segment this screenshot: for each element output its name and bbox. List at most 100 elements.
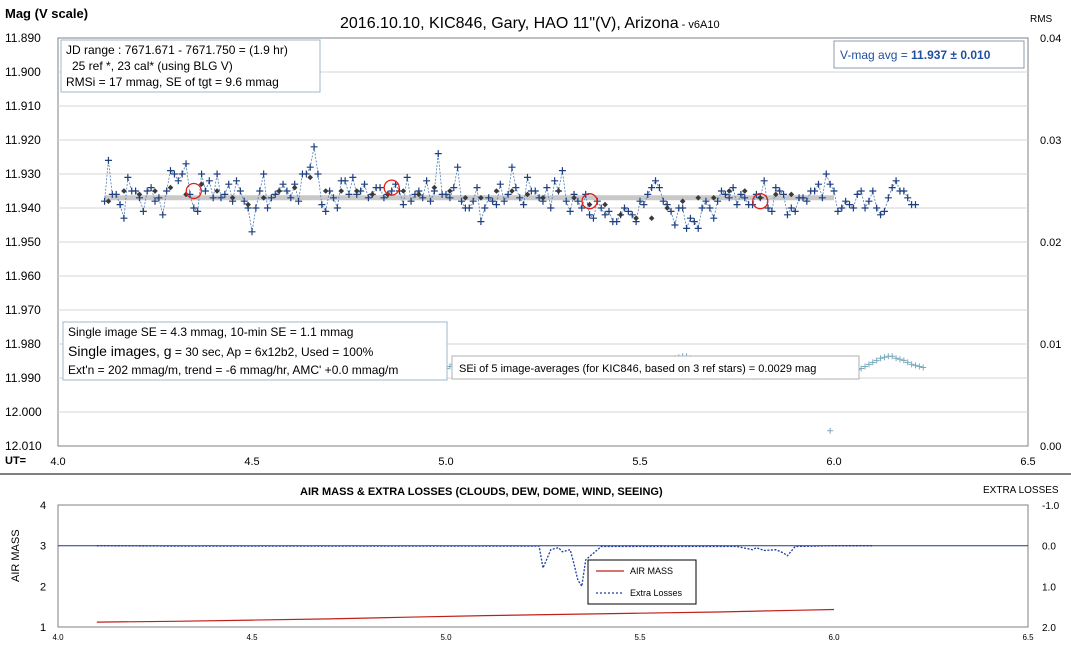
single-image-point <box>690 218 698 226</box>
chart-title: 2016.10.10, KIC846, Gary, HAO 11"(V), Ar… <box>340 15 720 32</box>
bottom-y2-tick-label: 1.0 <box>1042 582 1056 593</box>
single-image-point <box>717 187 725 195</box>
single-image-point <box>492 201 500 209</box>
single-image-point <box>434 150 442 158</box>
rms-point <box>904 359 911 366</box>
single-image-point <box>799 194 807 202</box>
vmag-value: 11.937 <box>911 48 947 62</box>
single-image-point <box>419 194 427 202</box>
single-image-point <box>318 201 326 209</box>
bottom-x-tick-label: 4.0 <box>52 633 64 642</box>
y2-tick-label: 0.01 <box>1040 339 1061 351</box>
rms-point <box>920 364 927 371</box>
single-image-point <box>271 190 279 198</box>
single-image-point <box>458 197 466 205</box>
single-image-point <box>481 204 489 212</box>
average-point <box>617 212 624 218</box>
single-image-point <box>170 170 178 178</box>
bottom-y-tick-label: 1 <box>40 622 46 634</box>
rms-point <box>881 354 888 361</box>
average-point <box>307 174 313 181</box>
single-image-point <box>702 197 710 205</box>
y2-axis-label: RMS <box>1030 14 1053 25</box>
y-tick-label: 11.900 <box>5 65 41 79</box>
rms-outlier-point <box>827 427 834 434</box>
single-image-point <box>240 197 248 205</box>
single-image-point <box>163 187 171 195</box>
single-image-point <box>333 204 341 212</box>
bottom-y-tick-label: 3 <box>40 541 46 553</box>
single-image-point <box>768 207 776 215</box>
info-box-mid: Single image SE = 4.3 mmag, 10-min SE = … <box>62 321 448 381</box>
single-image-point <box>531 187 539 195</box>
single-image-point <box>120 214 128 222</box>
bottom-series <box>96 545 873 623</box>
info-mid-line-2: Single images, g = 30 sec, Ap = 6x12b2, … <box>68 343 374 359</box>
single-image-point <box>620 204 628 212</box>
single-image-point <box>834 207 842 215</box>
connector-line <box>104 146 916 232</box>
y-tick-label: 11.950 <box>5 235 41 249</box>
single-image-point <box>329 194 337 202</box>
bottom-y-label: AIR MASS <box>10 529 22 582</box>
single-image-point <box>442 190 450 198</box>
single-image-point <box>213 170 221 178</box>
bottom-y2-axis: -1.0 0.0 1.0 2.0 <box>1042 501 1060 634</box>
single-image-point <box>613 218 621 226</box>
single-image-point <box>640 201 648 209</box>
average-point <box>369 191 376 198</box>
single-image-point <box>264 204 272 212</box>
single-image-point <box>349 173 357 181</box>
single-image-point <box>399 201 407 209</box>
average-point <box>773 191 779 198</box>
bottom-y-axis: 1 2 3 4 <box>40 500 46 634</box>
single-image-point <box>112 190 120 198</box>
info-top-line-1: JD range : 7671.671 - 7671.750 = (1.9 hr… <box>66 43 288 57</box>
vmag-error: ± 0.010 <box>947 48 991 62</box>
single-image-point <box>205 177 213 185</box>
single-image-point <box>403 173 411 181</box>
single-image-point <box>426 197 434 205</box>
single-image-point <box>803 197 811 205</box>
single-image-point <box>543 184 551 192</box>
rms-point <box>916 363 923 370</box>
average-point <box>260 195 267 201</box>
bottom-legend: AIR MASS Extra Losses <box>587 559 697 605</box>
single-image-point <box>884 194 892 202</box>
single-image-point <box>252 204 260 212</box>
single-image-point <box>147 184 155 192</box>
y-tick-label: 11.990 <box>5 371 41 385</box>
single-image-point <box>143 187 151 195</box>
average-point <box>540 195 546 201</box>
single-image-point <box>116 201 124 209</box>
info-top-line-2: 25 ref *, 23 cal* (using BLG V) <box>72 59 233 73</box>
single-image-point <box>710 214 718 222</box>
single-image-point <box>729 184 737 192</box>
average-point <box>757 195 764 201</box>
single-image-point <box>694 224 702 232</box>
single-image-point <box>725 194 733 202</box>
single-image-point <box>302 170 310 178</box>
average-point <box>353 188 360 194</box>
single-image-point <box>508 163 516 171</box>
average-point <box>198 181 205 187</box>
single-image-point <box>721 190 729 198</box>
average-point <box>478 195 484 201</box>
y2-tick-label: 0.04 <box>1040 33 1061 45</box>
single-image-point <box>900 187 908 195</box>
single-image-point <box>686 214 694 222</box>
single-image-point <box>562 197 570 205</box>
single-image-point <box>551 177 559 185</box>
single-image-point <box>578 204 586 212</box>
legend-losses-label: Extra Losses <box>630 588 683 598</box>
average-point <box>679 198 686 204</box>
x-tick-label: 5.0 <box>438 456 453 468</box>
average-point <box>664 205 670 211</box>
single-image-point <box>232 177 240 185</box>
single-image-point <box>911 201 919 209</box>
single-image-point <box>849 204 857 212</box>
single-image-point <box>853 190 861 198</box>
extra-losses-line <box>96 545 873 589</box>
info-mid-line-2a: Single images, g <box>68 343 172 359</box>
single-image-point <box>589 214 597 222</box>
